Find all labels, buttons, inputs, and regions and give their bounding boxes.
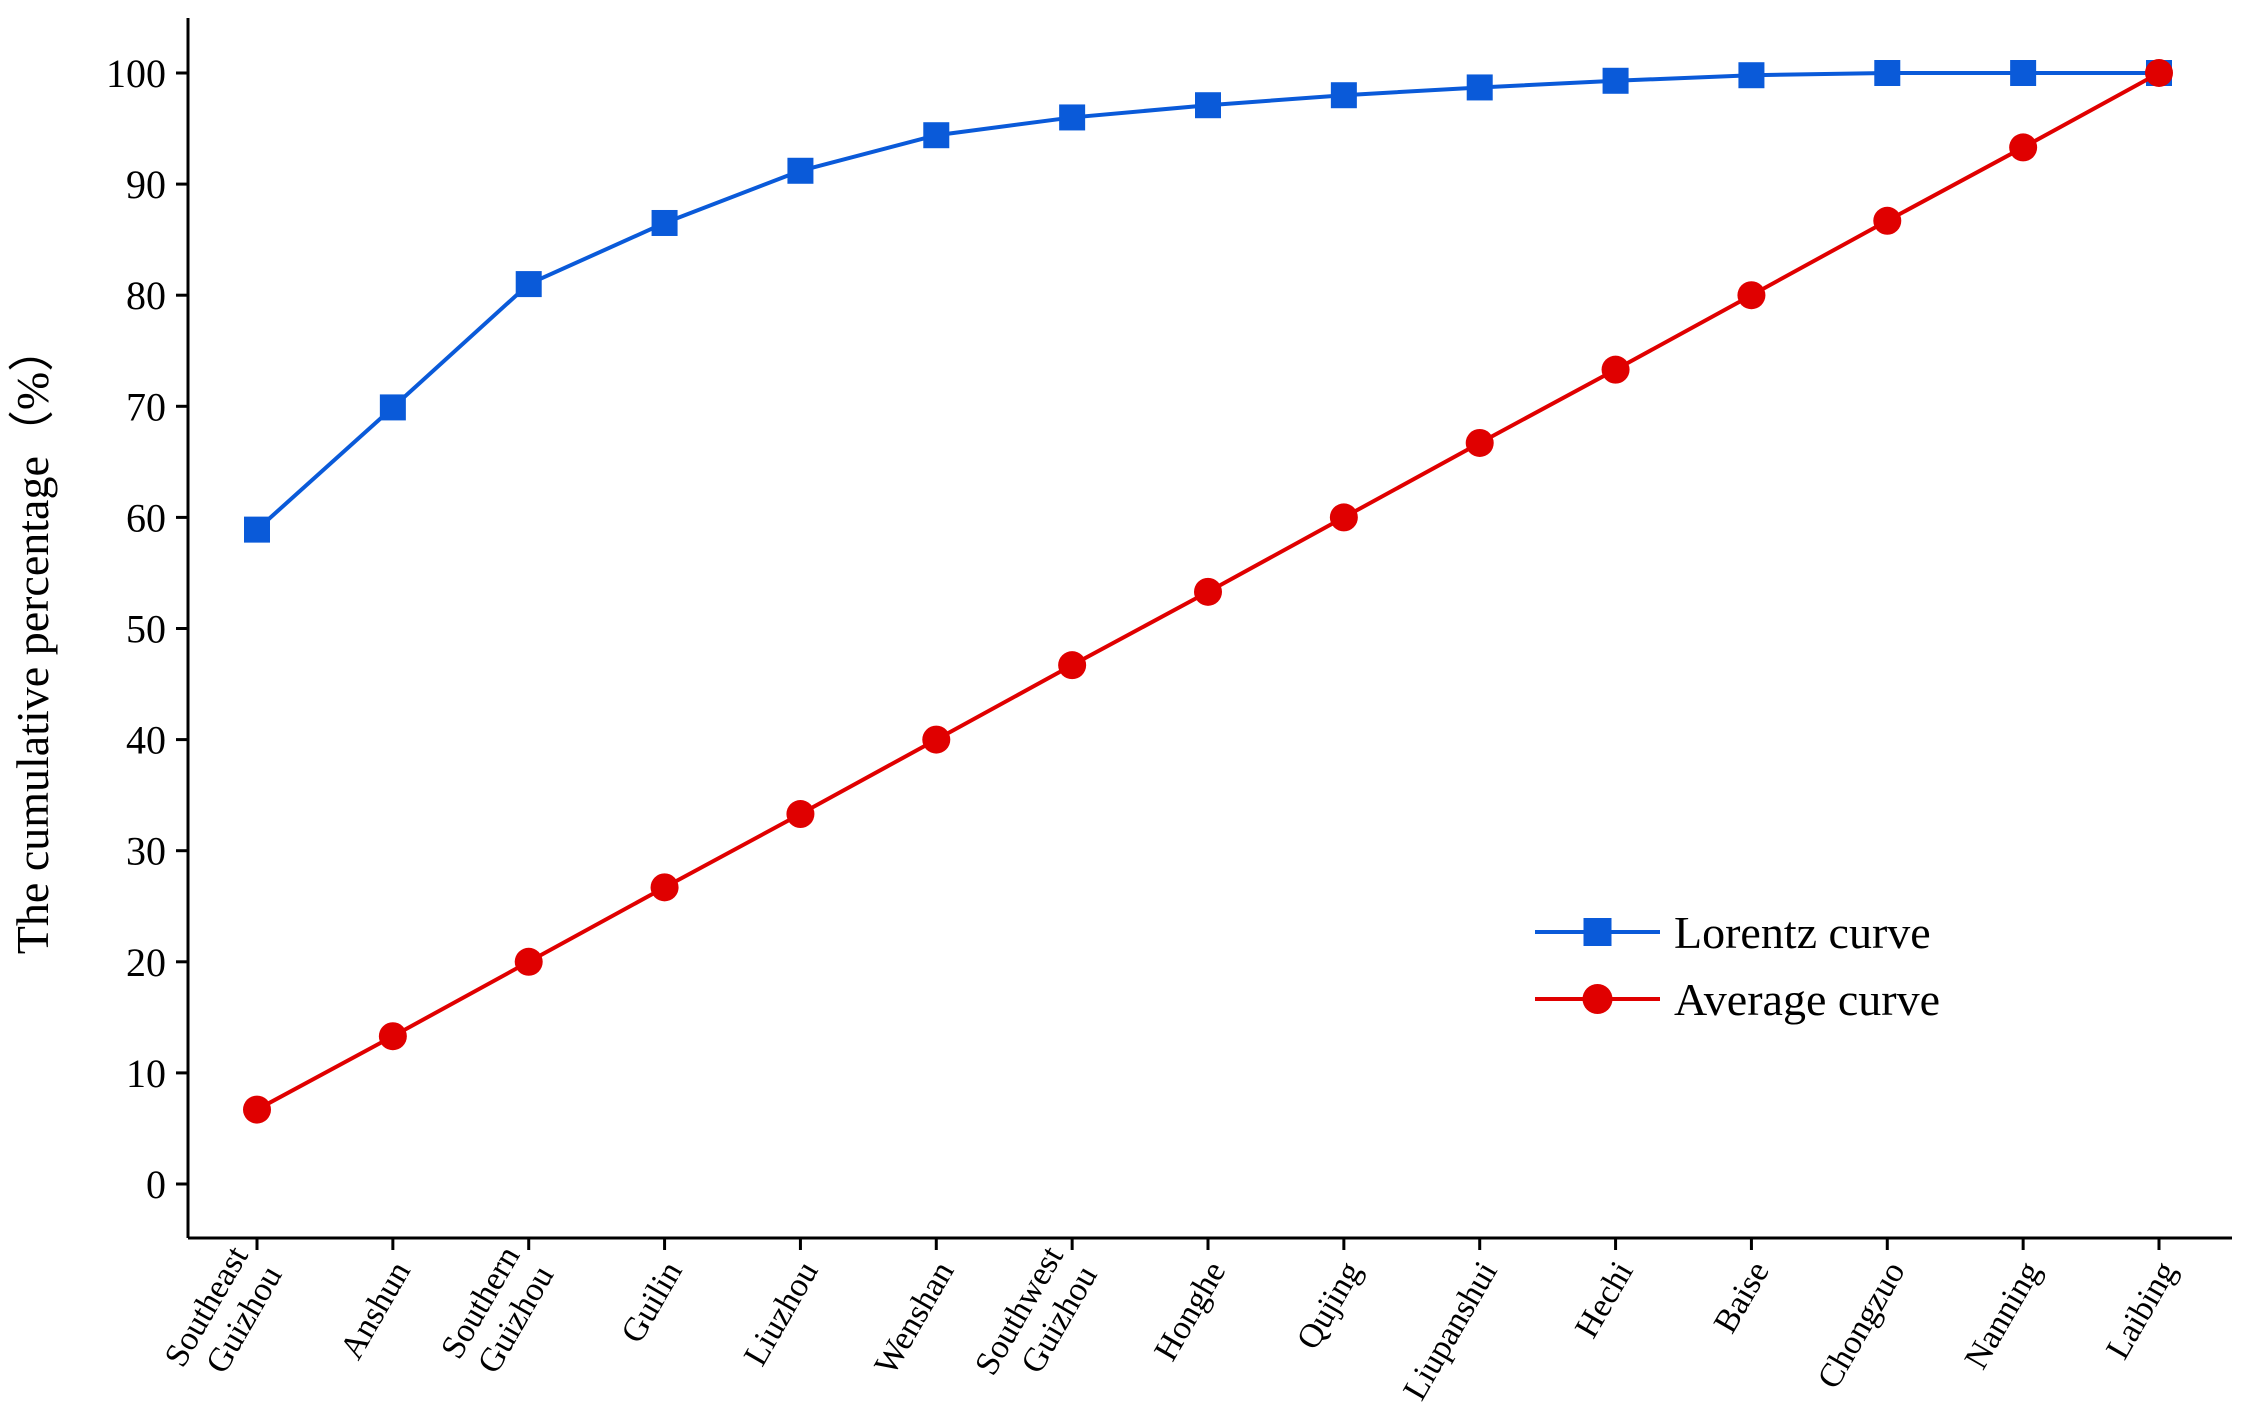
x-tick-label-group: Hechi xyxy=(1568,1255,1641,1344)
data-point-circle xyxy=(1194,577,1222,606)
x-tick-label-group: Baise xyxy=(1707,1255,1777,1339)
legend-item-1: Average curve xyxy=(1535,974,1940,1025)
x-tick-label-line: Honghe xyxy=(1147,1255,1233,1367)
data-point-circle xyxy=(1058,651,1087,680)
x-tick-label-line: Liuzhou xyxy=(737,1255,826,1372)
data-point-square xyxy=(2010,60,2037,86)
x-tick-label-line: Qujing xyxy=(1290,1255,1369,1355)
y-tick-label: 70 xyxy=(126,384,166,429)
data-point-circle xyxy=(378,1022,407,1051)
x-tick-label-line: Liupanshui xyxy=(1396,1255,1505,1406)
x-tick-label-line: Anshun xyxy=(333,1255,418,1365)
data-point-square xyxy=(1738,62,1765,89)
data-point-square xyxy=(244,516,270,543)
x-tick-label: Nanning xyxy=(1958,1255,2049,1375)
x-tick-label-line: Guilin xyxy=(614,1255,689,1349)
data-point-circle xyxy=(786,800,815,829)
series-0 xyxy=(244,60,2172,543)
x-tick-label-group: SouthernGuizhou xyxy=(434,1240,561,1384)
data-point-circle xyxy=(1737,281,1766,310)
y-tick-label: 0 xyxy=(146,1162,166,1207)
data-point-square xyxy=(1466,74,1493,101)
x-tick-label: Chongzuo xyxy=(1811,1255,1913,1395)
x-tick-label-group: Liuzhou xyxy=(737,1255,826,1372)
x-tick-label-group: Nanning xyxy=(1958,1255,2049,1375)
y-tick-label: 80 xyxy=(126,273,166,318)
legend-label: Lorentz curve xyxy=(1674,907,1931,958)
x-tick-label: Liupanshui xyxy=(1396,1255,1505,1406)
data-point-square xyxy=(1059,104,1086,131)
legend-marker-square xyxy=(1583,918,1612,946)
legend-label: Average curve xyxy=(1674,974,1940,1025)
x-tick-label-group: Guilin xyxy=(614,1255,689,1349)
x-tick-label-group: Wenshan xyxy=(868,1255,962,1381)
data-point-circle xyxy=(1465,428,1494,457)
x-tick-label-group: Qujing xyxy=(1290,1255,1369,1355)
data-point-square xyxy=(379,394,406,421)
y-tick-label: 20 xyxy=(126,940,166,985)
data-point-square xyxy=(651,209,678,236)
y-tick-label: 100 xyxy=(106,51,166,96)
data-point-square xyxy=(787,157,814,184)
data-point-square xyxy=(1330,82,1357,109)
x-tick-label: SouthwestGuizhou xyxy=(968,1240,1105,1401)
x-tick-label-line: Baise xyxy=(1707,1255,1777,1339)
x-tick-label-line: Chongzuo xyxy=(1811,1255,1913,1395)
x-tick-label: Hechi xyxy=(1568,1255,1641,1344)
x-tick-label-line: Laibing xyxy=(2099,1255,2184,1365)
data-point-circle xyxy=(514,947,543,976)
x-tick-label: Qujing xyxy=(1290,1255,1369,1355)
data-point-circle xyxy=(243,1095,271,1124)
data-point-circle xyxy=(2009,133,2038,162)
x-tick-label: SoutheastGuizhou xyxy=(158,1240,290,1393)
x-tick-label: Liuzhou xyxy=(737,1255,826,1372)
data-point-square xyxy=(515,271,542,298)
x-axis-ticks: SoutheastGuizhou Anshun SouthernGuizhou Gui… xyxy=(158,1238,2184,1406)
x-tick-label-group: SoutheastGuizhou xyxy=(158,1240,290,1393)
y-tick-label: 90 xyxy=(126,162,166,207)
data-point-circle xyxy=(1601,355,1630,384)
data-point-circle xyxy=(2145,59,2173,87)
series-1 xyxy=(243,59,2173,1124)
data-point-square xyxy=(923,122,950,149)
x-tick-label: Anshun xyxy=(333,1255,418,1365)
x-tick-label-line: Nanning xyxy=(1958,1255,2049,1375)
x-tick-label-group: Honghe xyxy=(1147,1255,1233,1367)
x-tick-label: Guilin xyxy=(614,1255,689,1349)
legend-item-0: Lorentz curve xyxy=(1535,907,1931,958)
x-tick-label: SouthernGuizhou xyxy=(434,1240,561,1384)
x-tick-label-group: Chongzuo xyxy=(1811,1255,1913,1395)
legend: Lorentz curve Average curve xyxy=(1535,907,1940,1025)
data-point-circle xyxy=(650,873,679,902)
x-tick-label-line: Wenshan xyxy=(868,1255,962,1381)
x-tick-label-group: Anshun xyxy=(333,1255,418,1365)
x-tick-label: Baise xyxy=(1707,1255,1777,1339)
y-tick-label: 40 xyxy=(126,718,166,763)
data-point-circle xyxy=(922,725,951,754)
data-point-square xyxy=(1874,60,1901,86)
y-tick-label: 50 xyxy=(126,607,166,652)
series-layer xyxy=(243,59,2173,1124)
y-tick-label: 30 xyxy=(126,829,166,874)
y-tick-label: 60 xyxy=(126,495,166,540)
x-tick-label-group: Liupanshui xyxy=(1396,1255,1505,1406)
y-axis-ticks: 0 10 20 30 40 50 60 70 80 90 100 xyxy=(106,51,188,1207)
y-tick-label: 10 xyxy=(126,1051,166,1096)
legend-marker-circle xyxy=(1582,984,1613,1014)
data-point-circle xyxy=(1329,503,1358,532)
x-tick-label-group: Laibing xyxy=(2099,1255,2184,1365)
data-point-circle xyxy=(1873,206,1902,235)
x-tick-label: Laibing xyxy=(2099,1255,2184,1365)
y-axis-label: The cumulative percentage（%） xyxy=(7,326,58,954)
x-tick-label-line: Hechi xyxy=(1568,1255,1641,1344)
series-line xyxy=(255,71,2159,532)
x-tick-label: Honghe xyxy=(1147,1255,1233,1367)
data-point-square xyxy=(1602,67,1629,94)
x-tick-label: Wenshan xyxy=(868,1255,962,1381)
x-tick-label-group: SouthwestGuizhou xyxy=(968,1240,1105,1401)
data-point-square xyxy=(1195,92,1221,119)
